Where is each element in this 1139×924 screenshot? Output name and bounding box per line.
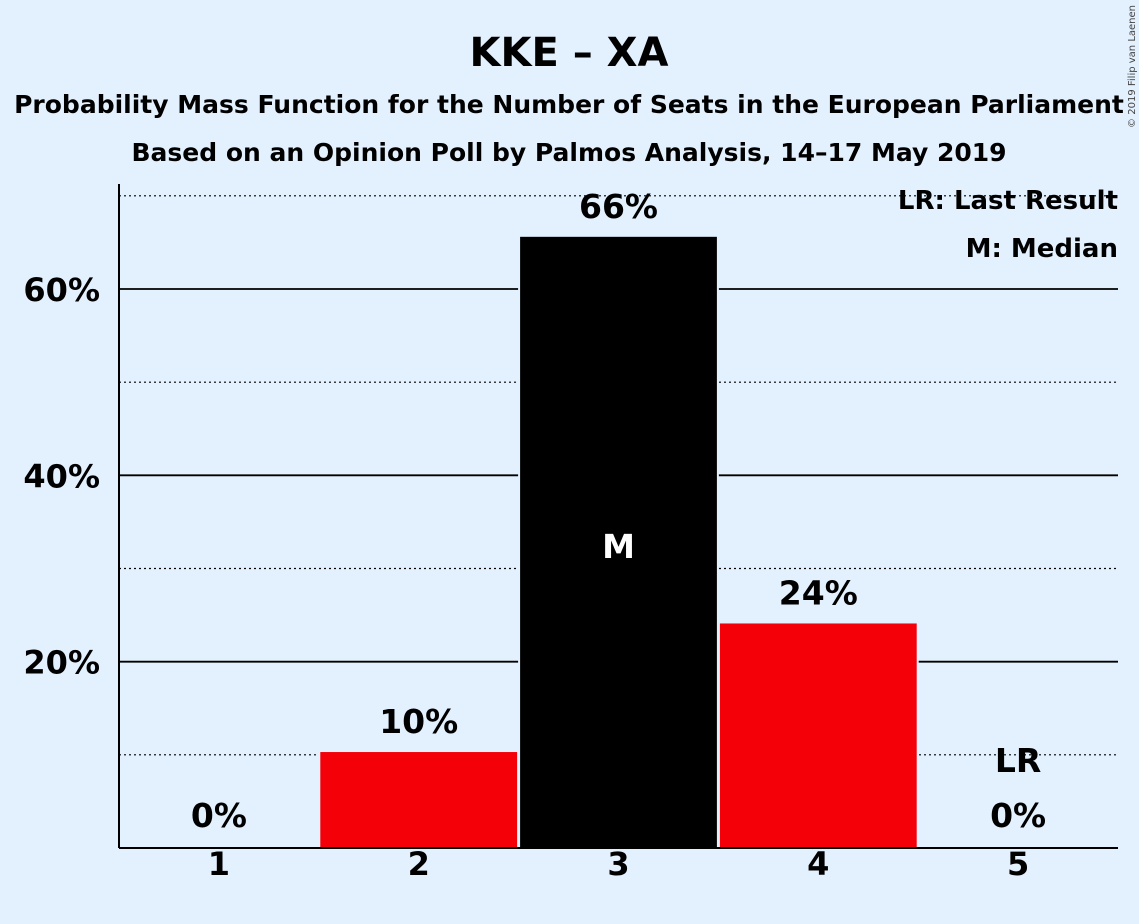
legend-median: M: Median — [966, 234, 1118, 264]
x-tick-label: 5 — [1007, 845, 1029, 883]
x-tick-label: 2 — [408, 845, 430, 883]
legend-last-result: LR: Last Result — [898, 186, 1118, 216]
data-label: 0% — [191, 796, 247, 835]
chart-title: KKE – XA — [470, 30, 669, 76]
labels: 20%40%60%10%210%366%424%50%MLR — [23, 187, 1046, 883]
x-tick-label: 1 — [208, 845, 230, 883]
data-label: 66% — [579, 187, 658, 226]
x-tick-label: 4 — [807, 845, 829, 883]
y-tick-label: 40% — [23, 457, 100, 495]
x-tick-label: 3 — [607, 845, 629, 883]
y-tick-label: 60% — [23, 271, 100, 309]
chart-subtitle: Probability Mass Function for the Number… — [14, 90, 1124, 119]
bar — [520, 236, 717, 848]
copyright-text: © 2019 Filip van Laenen — [1127, 5, 1138, 128]
data-label: 24% — [779, 573, 858, 612]
y-tick-label: 20% — [23, 644, 100, 682]
bars — [318, 233, 919, 848]
median-marker: M — [602, 527, 635, 566]
axes — [118, 184, 1118, 849]
bar — [719, 623, 917, 848]
data-label: 0% — [990, 796, 1046, 835]
last-result-marker: LR — [995, 741, 1041, 780]
data-label: 10% — [379, 702, 458, 741]
chart-subtitle-2: Based on an Opinion Poll by Palmos Analy… — [131, 138, 1006, 167]
bar — [320, 752, 518, 848]
